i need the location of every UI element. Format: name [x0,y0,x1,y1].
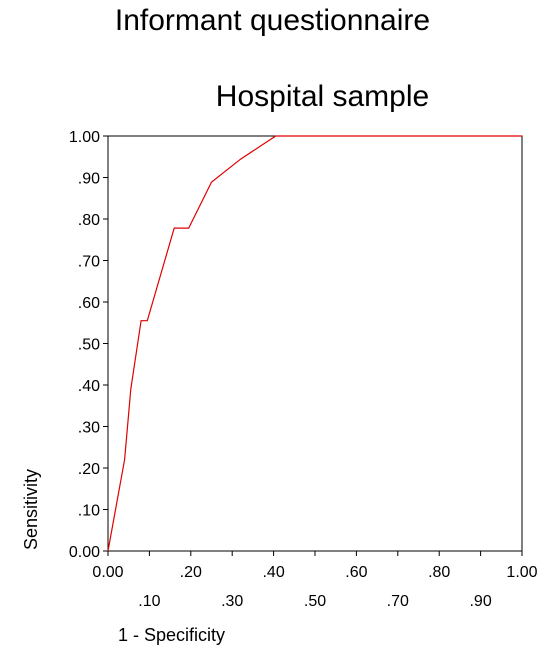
y-tick-label: 0.00 [69,544,100,561]
y-tick-label: .10 [78,503,100,520]
x-tick-label: .20 [180,564,202,581]
x-tick-label: 1.00 [506,564,537,581]
roc-series [107,135,522,552]
plot-axes [107,135,523,552]
y-tick-label: .90 [78,171,100,188]
x-tick-label: .40 [262,564,284,581]
x-tick-label: .10 [138,593,160,610]
y-tick-label: .70 [78,254,100,271]
chart-title: Informant questionnaire [114,4,431,37]
x-axis-label: 1 - Specificity [118,625,225,645]
y-tick-label: .40 [78,378,100,395]
x-tick-label: .80 [428,564,450,581]
x-tick-label: .70 [387,593,409,610]
x-tick-label: .60 [345,564,367,581]
y-axis-ticks: 0.00 .10 .20 .30 .40 .50 .60 .70 .80 .90 1.00 [69,129,108,561]
y-tick-label: .20 [78,461,100,478]
y-tick-label: .80 [78,212,100,229]
x-axis-ticks: 0.00 .20 .40 .60 .80 1.00 .10 .30 .50 .70 .90 [92,551,538,610]
y-tick-label: .60 [78,295,100,312]
y-tick-label: .30 [78,420,100,437]
plot-frame [107,135,523,552]
x-tick-label: .90 [469,593,491,610]
roc-curve-line [107,135,522,552]
chart-subtitle: Hospital sample [215,80,430,113]
y-tick-label: 1.00 [69,129,100,146]
x-tick-label: .50 [304,593,326,610]
y-axis-label: Sensitivity [21,469,41,550]
x-tick-label: 0.00 [92,564,123,581]
y-tick-label: .50 [78,337,100,354]
x-tick-label: .30 [221,593,243,610]
